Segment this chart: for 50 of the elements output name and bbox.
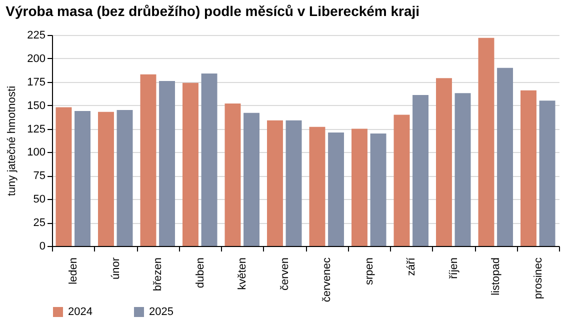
bar xyxy=(309,126,326,246)
x-tick-label: únor xyxy=(110,257,122,280)
y-tick-label: 125 xyxy=(27,123,46,136)
y-axis-title: tuny jatečné hmotnosti xyxy=(6,86,18,196)
x-tick-label: listopad xyxy=(490,258,502,296)
y-tick-label: 75 xyxy=(33,170,46,182)
x-tick-label: prosinec xyxy=(532,257,544,300)
x-tick-label: březen xyxy=(152,258,164,292)
x-tick-label: červen xyxy=(278,258,291,291)
x-tick-label: říjen xyxy=(448,258,460,279)
y-tick-label: 0 xyxy=(39,240,46,252)
bar xyxy=(539,100,556,246)
bar xyxy=(370,133,386,246)
bar xyxy=(74,110,90,246)
bar xyxy=(159,80,175,246)
legend-label: 2024 xyxy=(68,306,92,318)
y-tick-label: 175 xyxy=(27,76,46,88)
bar xyxy=(520,90,536,246)
bar xyxy=(478,38,494,246)
bar xyxy=(140,74,156,246)
x-tick-label: leden xyxy=(68,258,80,284)
x-tick-label: květen xyxy=(236,258,249,290)
bar xyxy=(182,82,198,246)
y-tick-label: 200 xyxy=(27,52,46,65)
y-tick-label: 25 xyxy=(33,217,46,230)
y-tick-label: 100 xyxy=(27,146,46,159)
y-tick-label: 225 xyxy=(27,30,46,42)
bar xyxy=(328,132,344,246)
x-tick-label: duben xyxy=(194,258,206,288)
bar xyxy=(497,68,513,246)
bar xyxy=(116,110,133,246)
bar xyxy=(56,107,72,246)
legend-label: 2025 xyxy=(149,306,174,318)
x-tick-label: září xyxy=(406,256,418,276)
bar xyxy=(412,95,428,246)
x-tick-label: srpen xyxy=(363,258,376,286)
x-tick-label: červenec xyxy=(321,257,334,302)
bar xyxy=(267,120,283,246)
chart-title: Výroba masa (bez drůbežího) podle měsíců v Libereckém kraji xyxy=(6,3,420,19)
bar xyxy=(224,103,241,246)
y-tick-label: 50 xyxy=(33,194,46,206)
bar xyxy=(436,78,452,246)
bar xyxy=(286,120,302,246)
bar xyxy=(201,73,218,246)
y-tick-label: 150 xyxy=(27,100,46,112)
bar xyxy=(454,93,471,246)
bar xyxy=(394,114,410,246)
bar xyxy=(98,112,114,246)
bar xyxy=(244,112,260,246)
bar xyxy=(352,128,368,246)
